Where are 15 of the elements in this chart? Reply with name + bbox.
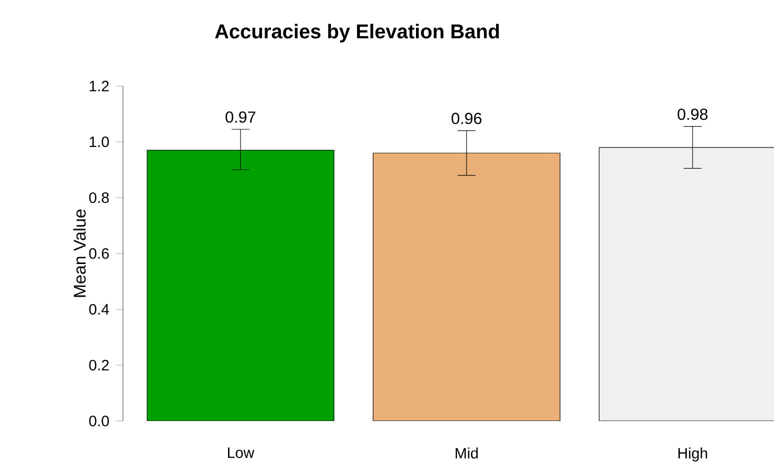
x-tick-label: High	[678, 448, 708, 462]
x-tick-label: Low	[228, 448, 254, 458]
y-tick-label: 0.2	[89, 360, 109, 370]
data-label: 0.98	[678, 108, 708, 120]
data-label: 0.97	[226, 111, 256, 123]
x-tick-label: Mid	[456, 448, 478, 459]
y-tick-label: 0.8	[89, 192, 109, 203]
y-tick-label: 0.4	[89, 304, 110, 315]
y-tick-label: 0.6	[89, 248, 109, 259]
y-tick-label: 0.0	[89, 416, 109, 426]
y-axis-title: Mean Value	[73, 210, 86, 297]
y-tick-label: 1.0	[90, 136, 109, 148]
chart-title: Accuracies by Elevation Band	[215, 24, 499, 42]
data-label: 0.96	[452, 112, 482, 124]
y-tick-label: 1.2	[90, 80, 109, 92]
